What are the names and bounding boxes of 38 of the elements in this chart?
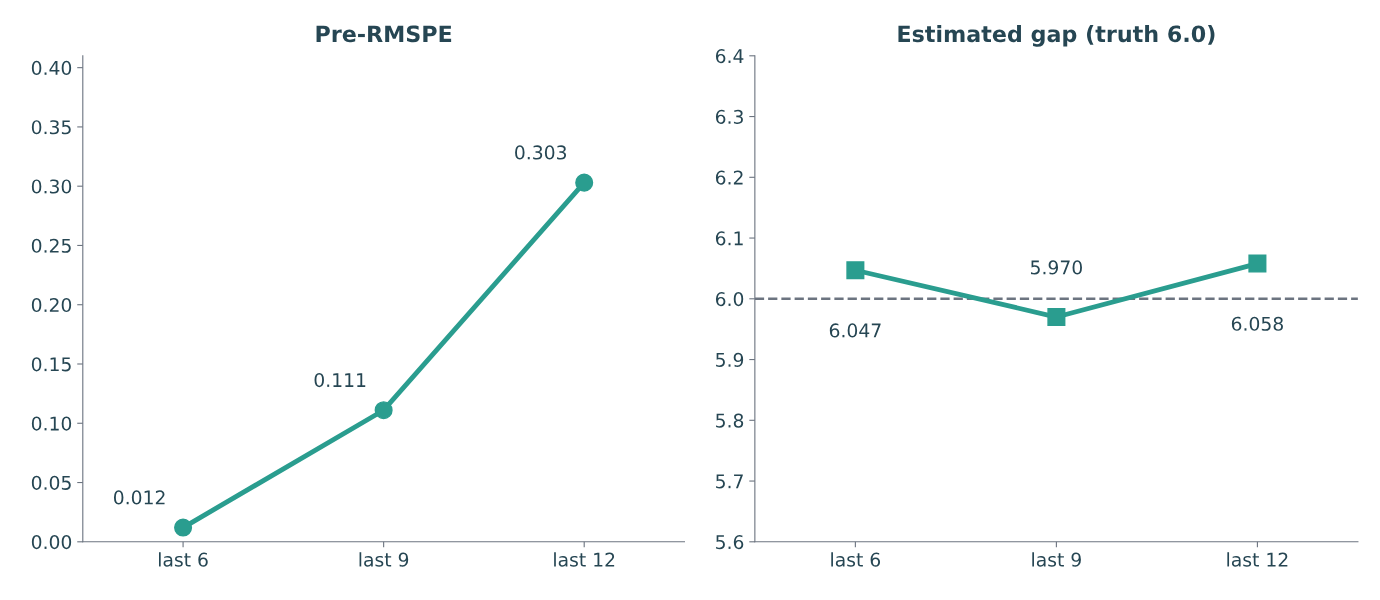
point — [1047, 307, 1066, 327]
data-label: 6.058 — [1231, 316, 1283, 331]
y-tick-label: 0.10 — [31, 416, 72, 431]
x-tick-label: last 9 — [1032, 552, 1081, 567]
point — [174, 518, 193, 537]
y-tick-label: 6.2 — [715, 170, 743, 185]
y-tick-label: 0.15 — [31, 357, 71, 372]
y-tick-label: 0.05 — [31, 475, 71, 490]
point — [374, 401, 393, 420]
x-tick-label: last 6 — [831, 552, 881, 567]
y-tick-label: 5.9 — [716, 352, 744, 367]
y-tick-label: 6.1 — [715, 231, 743, 246]
y-tick-label: 6.4 — [715, 49, 744, 64]
x-tick-label: last 6 — [158, 552, 208, 567]
y-tick-label: 0.20 — [31, 297, 72, 313]
data-label: 0.012 — [113, 490, 165, 505]
chart-title: Estimated gap (truth 6.0) — [898, 25, 1215, 47]
y-tick-label: 0.30 — [31, 179, 72, 194]
data-label: 0.111 — [314, 372, 366, 388]
data-label: 6.047 — [829, 323, 881, 338]
y-tick-label: 6.0 — [715, 292, 744, 307]
y-tick-label: 5.8 — [716, 413, 744, 428]
y-tick-label: 6.3 — [715, 109, 743, 124]
x-tick-label: last 9 — [359, 552, 409, 567]
point — [1248, 254, 1267, 273]
y-tick-label: 0.40 — [31, 60, 72, 76]
x-tick-label: last 12 — [554, 552, 615, 567]
x-tick-label: last 12 — [1227, 552, 1288, 567]
data-label: 0.303 — [515, 145, 567, 160]
y-tick-label: 5.7 — [716, 474, 743, 489]
point — [575, 173, 594, 192]
y-tick-label: 5.6 — [716, 535, 744, 550]
chart-title: Pre-RMSPE — [316, 25, 452, 43]
y-tick-label: 0.00 — [31, 535, 72, 550]
y-tick-label: 0.25 — [31, 238, 71, 253]
point — [846, 261, 865, 280]
data-label: 5.970 — [1031, 260, 1082, 275]
y-tick-label: 0.35 — [31, 120, 71, 135]
